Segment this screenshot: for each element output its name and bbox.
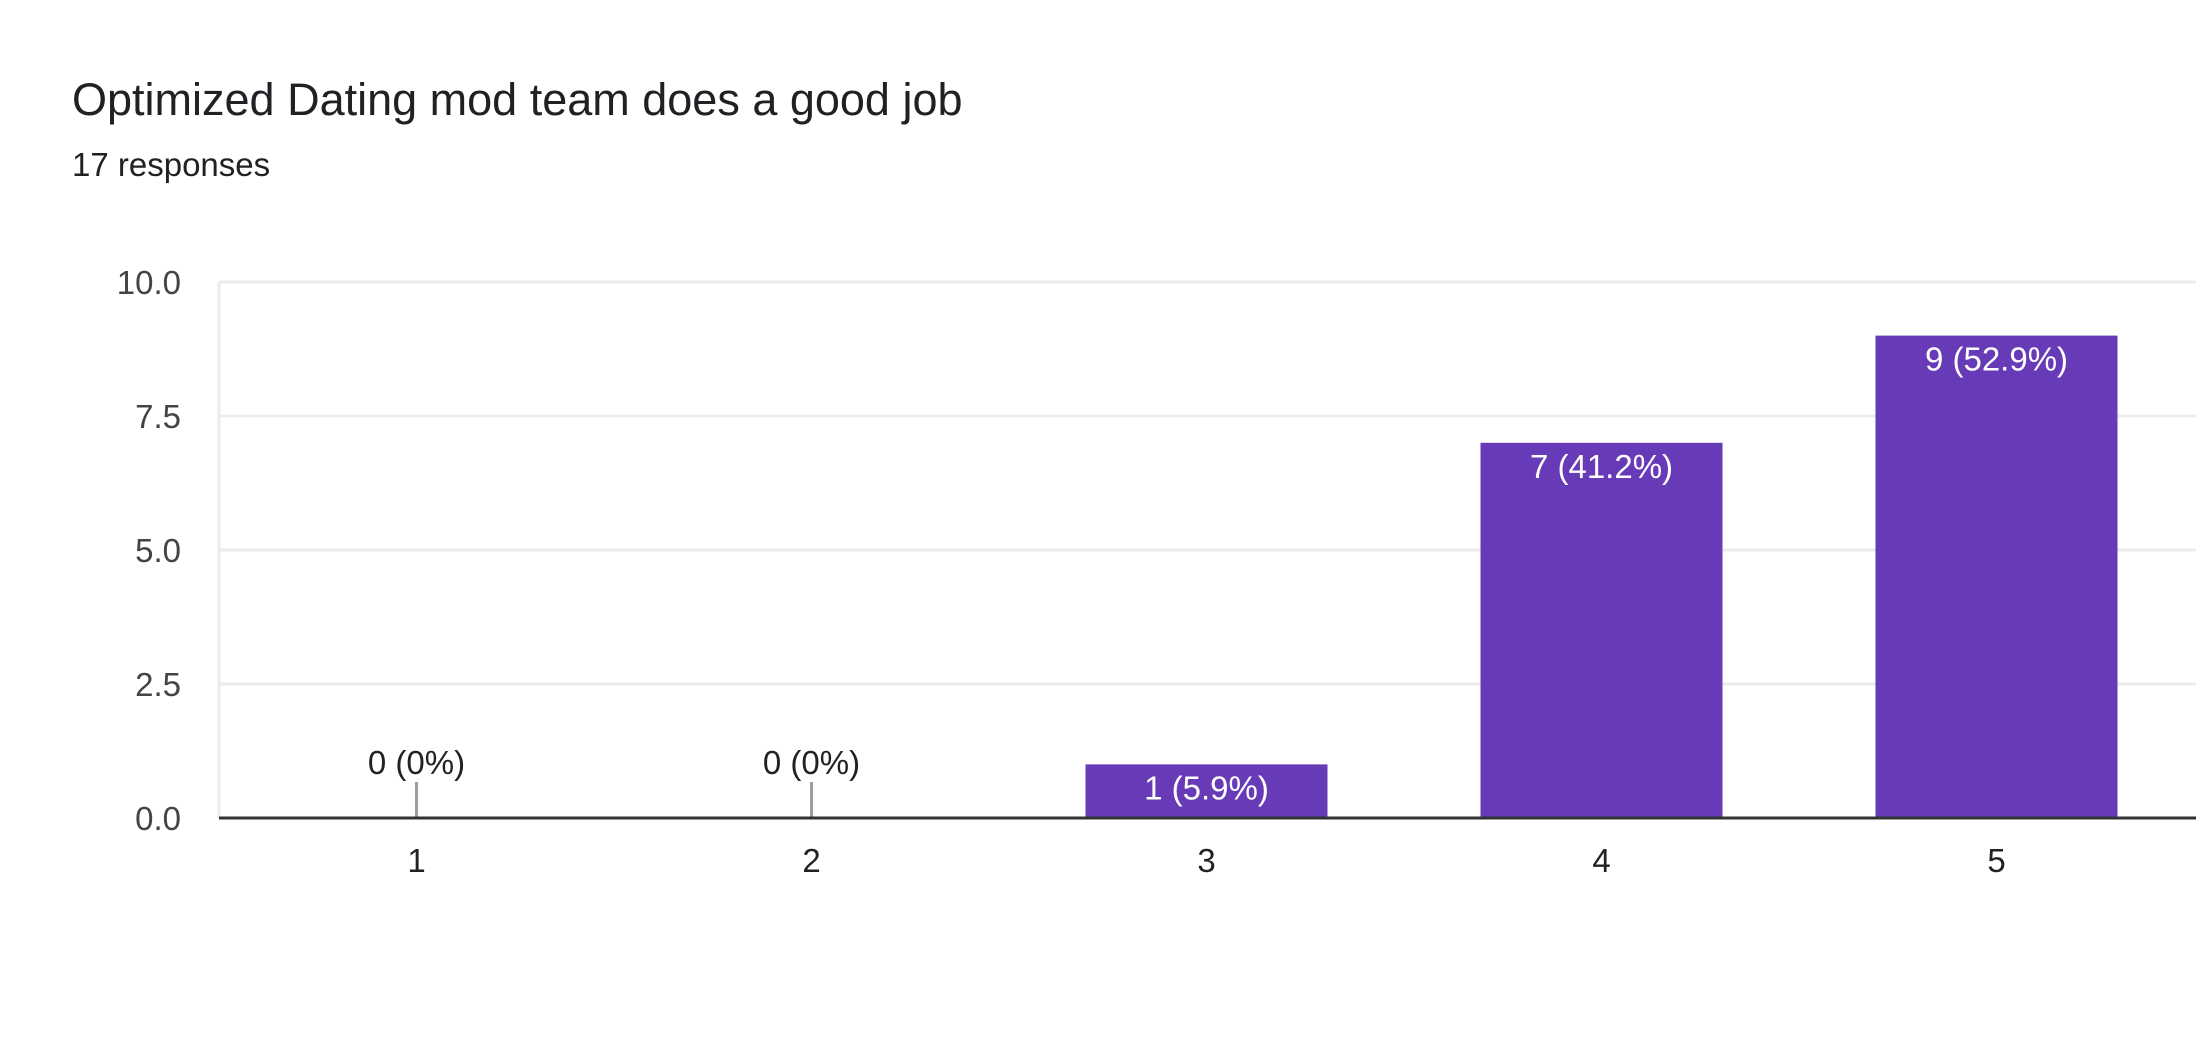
x-tick-label: 3 xyxy=(1197,842,1215,879)
chart-title: Optimized Dating mod team does a good jo… xyxy=(72,74,963,125)
data-label: 9 (52.9%) xyxy=(1925,341,2068,378)
data-label: 0 (0%) xyxy=(368,744,465,781)
x-tick-label: 5 xyxy=(1987,842,2005,879)
bar-4 xyxy=(1480,442,1723,818)
x-tick-label: 2 xyxy=(802,842,820,879)
bar-5 xyxy=(1875,335,2118,818)
responses-count: 17 responses xyxy=(72,146,271,183)
y-tick-label: 2.5 xyxy=(135,666,181,703)
x-tick-label: 1 xyxy=(407,842,425,879)
x-tick-label: 4 xyxy=(1592,842,1610,879)
data-label: 1 (5.9%) xyxy=(1144,769,1269,806)
y-tick-label: 5.0 xyxy=(135,532,181,569)
y-tick-label: 10.0 xyxy=(117,264,181,301)
data-label: 7 (41.2%) xyxy=(1530,448,1673,485)
y-tick-label: 0.0 xyxy=(135,800,181,837)
data-label: 0 (0%) xyxy=(763,744,860,781)
bar-3 xyxy=(1085,764,1328,818)
y-tick-label: 7.5 xyxy=(135,398,181,435)
